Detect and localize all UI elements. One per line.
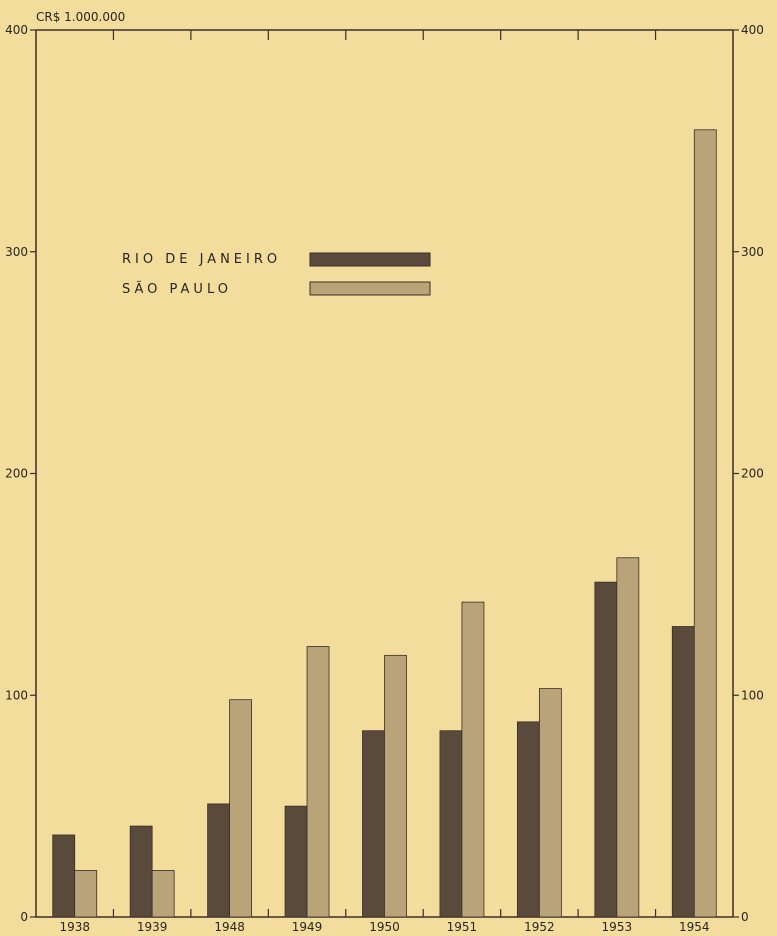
bars xyxy=(52,129,717,918)
y-tick-label-right: 200 xyxy=(741,467,764,481)
bar-sao-paulo-1949 xyxy=(306,646,330,918)
bar-rio-1939 xyxy=(129,825,153,918)
legend-swatch-sao-paulo xyxy=(309,281,431,296)
legend-label-sao-paulo: SÃO PAULO xyxy=(122,281,232,297)
bar-sao-paulo-1952 xyxy=(538,688,562,918)
bar-rio-1954 xyxy=(671,626,695,918)
x-tick-label-1954: 1954 xyxy=(679,920,710,934)
x-tick-label-1949: 1949 xyxy=(292,920,323,934)
y-tick-label-left: 300 xyxy=(5,245,28,259)
legend-swatch-rio xyxy=(309,252,431,267)
x-tick-label-1951: 1951 xyxy=(447,920,478,934)
y-tick-label-right: 100 xyxy=(741,688,764,702)
bar-rio-1938 xyxy=(52,834,76,918)
bar-rio-1952 xyxy=(516,721,540,918)
legend-label-rio: RIO DE JANEIRO xyxy=(122,252,281,267)
y-tick-label-right: 300 xyxy=(741,245,764,259)
bar-rio-1948 xyxy=(207,803,231,918)
bar-sao-paulo-1939 xyxy=(151,870,175,918)
y-tick-label-right: 400 xyxy=(741,23,764,37)
bar-sao-paulo-1954 xyxy=(693,129,717,918)
unit-label: CR$ 1.000.000 xyxy=(36,10,125,24)
tick-labels: 0 0 100 100 200 200 300 300 400 400 1938 1939 1948 19… xyxy=(5,23,764,934)
x-tick-label-1950: 1950 xyxy=(369,920,400,934)
legend: RIO DE JANEIRO SÃO PAULO xyxy=(122,252,431,297)
bar-sao-paulo-1938 xyxy=(74,870,98,918)
bar-rio-1950 xyxy=(362,730,385,918)
y-tick-label-left: 0 xyxy=(20,910,28,924)
x-tick-label-1948: 1948 xyxy=(214,920,245,934)
y-tick-label-left: 400 xyxy=(5,23,28,37)
bar-rio-1953 xyxy=(594,581,618,918)
bar-sao-paulo-1950 xyxy=(384,654,407,918)
x-tick-label-1938: 1938 xyxy=(59,920,90,934)
bar-sao-paulo-1953 xyxy=(616,557,640,918)
bar-rio-1951 xyxy=(439,730,463,918)
bar-rio-1949 xyxy=(284,805,308,918)
y-tick-label-left: 100 xyxy=(5,688,28,702)
bar-sao-paulo-1948 xyxy=(229,699,253,918)
y-tick-label-left: 200 xyxy=(5,467,28,481)
y-tick-label-right: 0 xyxy=(741,910,749,924)
x-tick-label-1952: 1952 xyxy=(524,920,555,934)
x-tick-label-1953: 1953 xyxy=(602,920,633,934)
x-tick-label-1939: 1939 xyxy=(137,920,168,934)
bar-sao-paulo-1951 xyxy=(461,601,485,918)
